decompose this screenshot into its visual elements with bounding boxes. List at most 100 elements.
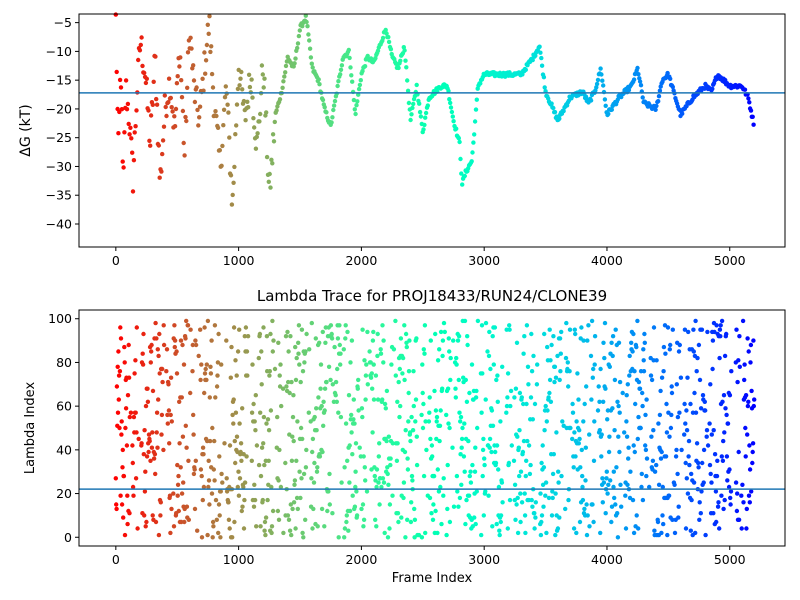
lambda-point [299,476,303,480]
lambda-point [273,367,277,371]
lambda-point [652,529,656,533]
lambda-point [421,402,425,406]
lambda-point [176,474,180,478]
lambda-point [367,349,371,353]
lambda-point [200,535,204,539]
lambda-point [597,384,601,388]
lambda-point [558,369,562,373]
lambda-point [286,513,290,517]
delta-g-point [164,105,168,109]
lambda-point [412,507,416,511]
lambda-point [591,367,595,371]
lambda-point [316,395,320,399]
lambda-point [656,520,660,524]
lambda-point [675,382,679,386]
lambda-point [479,533,483,537]
lambda-point [446,387,450,391]
lambda-point [188,328,192,332]
lambda-point [698,500,702,504]
x-tick-label: 4000 [591,253,623,268]
delta-g-point [296,41,300,45]
lambda-point [121,448,125,452]
lambda-point [604,511,608,515]
delta-g-point [421,127,425,131]
lambda-point [224,338,228,342]
lambda-point [295,419,299,423]
lambda-point [342,535,346,539]
lambda-point [574,531,578,535]
lambda-point [745,336,749,340]
lambda-point [250,362,254,366]
lambda-point [495,443,499,447]
delta-g-point [258,112,262,116]
lambda-point [427,419,431,423]
lambda-point [692,480,696,484]
lambda-point [125,443,129,447]
lambda-point [598,531,602,535]
lambda-point [370,371,374,375]
lambda-point [446,421,450,425]
lambda-point [718,328,722,332]
lambda-point [420,362,424,366]
lambda-point [664,454,668,458]
lambda-point [746,400,750,404]
lambda-point [134,430,138,434]
delta-g-point [163,93,167,97]
lambda-point [431,502,435,506]
delta-g-point [134,108,138,112]
lambda-point [651,428,655,432]
lambda-point [153,321,157,325]
lambda-point [463,319,467,323]
delta-g-point [167,77,171,81]
delta-g-point [460,182,464,186]
delta-g-point [175,81,179,85]
lambda-point [705,330,709,334]
lambda-point [643,341,647,345]
lambda-point [177,441,181,445]
lambda-point [336,411,340,415]
lambda-point [677,411,681,415]
lambda-point [153,472,157,476]
lambda-point [297,323,301,327]
lambda-point [267,459,271,463]
lambda-point [544,531,548,535]
lambda-point [541,443,545,447]
lambda-point [642,369,646,373]
lambda-point [213,395,217,399]
lambda-point [442,321,446,325]
lambda-point [287,518,291,522]
lambda-point [169,413,173,417]
delta-g-point [324,110,328,114]
lambda-point [262,415,266,419]
delta-g-point [248,85,252,89]
lambda-point [606,483,610,487]
lambda-point [404,428,408,432]
lambda-point [344,520,348,524]
lambda-point [645,456,649,460]
lambda-point [289,380,293,384]
delta-g-point [264,110,268,114]
lambda-point [691,328,695,332]
lambda-point [473,470,477,474]
delta-g-point [298,28,302,32]
lambda-point [487,354,491,358]
lambda-point [414,336,418,340]
lambda-point [207,459,211,463]
lambda-point [548,378,552,382]
lambda-point [644,474,648,478]
lambda-point [616,535,620,539]
lambda-point [642,358,646,362]
lambda-point [474,522,478,526]
delta-g-point [125,107,129,111]
lambda-point [608,365,612,369]
lambda-point [212,478,216,482]
lambda-point [423,323,427,327]
lambda-point [396,520,400,524]
lambda-point [388,463,392,467]
delta-g-point [262,85,266,89]
lambda-point [320,450,324,454]
lambda-point [226,500,230,504]
lambda-point [507,328,511,332]
delta-g-point [311,65,315,69]
lambda-point [157,533,161,537]
